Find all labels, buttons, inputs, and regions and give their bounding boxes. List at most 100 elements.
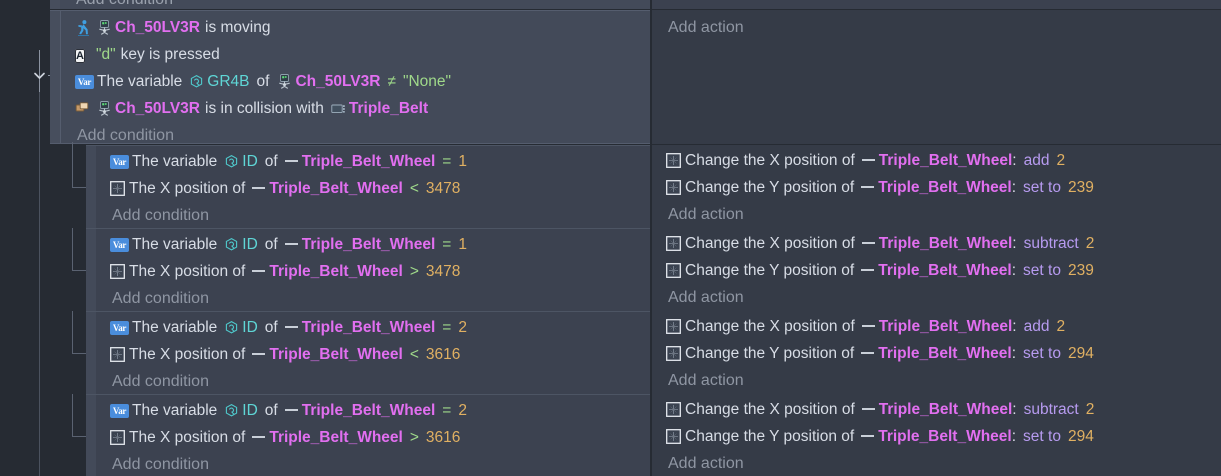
object-dash-icon: [252, 270, 266, 272]
action-row[interactable]: Change the X position of Triple_Belt_Whee…: [652, 396, 1221, 423]
object-dash-icon: [252, 436, 266, 438]
clipped-action-column: [652, 0, 1221, 9]
condition-row[interactable]: Var The variable ID of Triple_Belt_Wheel = 1: [96, 148, 650, 175]
add-action-button[interactable]: Add action: [668, 18, 744, 36]
column-separator: [650, 145, 652, 228]
add-action-button[interactable]: Add action: [668, 205, 744, 223]
variable-hex-icon: [224, 403, 239, 418]
condition-row[interactable]: The X position of Triple_Belt_Wheel >3616: [96, 424, 650, 451]
sub-event-gutter[interactable]: [86, 311, 96, 394]
add-condition-button[interactable]: Add condition: [112, 206, 209, 224]
sub-event-gutter[interactable]: [86, 394, 96, 476]
action-row[interactable]: Change the Y position of Triple_Belt_Whee…: [652, 174, 1221, 201]
condition-key-literal: "d": [96, 45, 116, 63]
variable-badge-icon: Var: [110, 403, 129, 418]
condition-object-name: Triple_Belt_Wheel: [269, 262, 403, 280]
condition-object-name: Triple_Belt_Wheel: [301, 152, 436, 170]
object-dash-icon: [861, 435, 875, 437]
add-action-button[interactable]: Add action: [668, 454, 744, 472]
condition-row[interactable]: The X position of Triple_Belt_Wheel <3478: [96, 175, 650, 202]
position-grid-icon: [666, 153, 681, 168]
add-action-button[interactable]: Add action: [668, 288, 744, 306]
tree-connector-vertical: [72, 311, 73, 353]
action-verb: subtract: [1023, 234, 1079, 252]
action-colon: :: [1011, 427, 1017, 445]
add-condition-label[interactable]: Add condition: [76, 0, 173, 9]
condition-value: 1: [458, 152, 467, 170]
object-dash-icon: [861, 269, 875, 271]
parent-event-gutter[interactable]: [50, 10, 60, 144]
condition-row[interactable]: Var The variable ID of Triple_Belt_Wheel = 1: [96, 231, 650, 258]
sub-event-gutter[interactable]: [86, 145, 96, 228]
condition-value: 3616: [425, 345, 461, 363]
condition-prefix: The variable: [132, 401, 218, 419]
sub-event-conditions: Var The variable ID of Triple_Belt_Wheel = 1 Th…: [96, 228, 650, 311]
condition-object-name: Ch_50LV3R: [115, 18, 200, 36]
condition-object-name: Triple_Belt_Wheel: [269, 428, 403, 446]
condition-row[interactable]: Var The variable ID of Triple_Belt_Wheel = 2: [96, 397, 650, 424]
action-row[interactable]: Change the X position of Triple_Belt_Whee…: [652, 230, 1221, 257]
action-value: 294: [1067, 427, 1094, 445]
variable-hex-icon: [189, 74, 204, 89]
sub-event-actions: Change the X position of Triple_Belt_Whee…: [652, 145, 1221, 228]
variable-badge-icon: Var: [75, 74, 94, 89]
column-separator: [650, 228, 652, 311]
add-condition-button[interactable]: Add condition: [112, 455, 209, 473]
action-colon: :: [1011, 178, 1017, 196]
condition-middle-word: of: [264, 318, 278, 336]
condition-row[interactable]: Var The variable ID of Triple_Belt_Wheel = 2: [96, 314, 650, 341]
condition-row[interactable]: Ch_50LV3R is moving: [61, 14, 650, 41]
action-row[interactable]: Change the Y position of Triple_Belt_Whee…: [652, 423, 1221, 450]
action-colon: :: [1012, 234, 1017, 252]
position-grid-icon: [110, 430, 125, 445]
condition-operator: =: [442, 401, 452, 419]
action-prefix: Change the X position of: [685, 151, 855, 169]
action-object-name: Triple_Belt_Wheel: [878, 261, 1012, 279]
position-grid-icon: [666, 319, 681, 334]
condition-text: is moving: [205, 18, 271, 36]
add-condition-button[interactable]: Add condition: [77, 126, 174, 144]
condition-row[interactable]: The X position of Triple_Belt_Wheel <3616: [96, 341, 650, 368]
object-dash-icon: [284, 409, 298, 411]
action-row[interactable]: Change the Y position of Triple_Belt_Whee…: [652, 340, 1221, 367]
action-row[interactable]: Change the X position of Triple_Belt_Whee…: [652, 147, 1221, 174]
condition-middle-word: of: [264, 152, 278, 170]
condition-row[interactable]: The X position of Triple_Belt_Wheel >3478: [96, 258, 650, 285]
object-dash-icon: [861, 159, 875, 161]
condition-row[interactable]: Ch_50LV3R is in collision with Triple_Be…: [61, 95, 650, 122]
add-action-button[interactable]: Add action: [668, 371, 744, 389]
condition-value: 3616: [425, 428, 461, 446]
condition-middle-word: of: [264, 235, 278, 253]
sub-event-gutter[interactable]: [86, 228, 96, 311]
condition-object-name: Ch_50LV3R: [115, 99, 200, 117]
condition-operator: =: [442, 235, 452, 253]
collision-icon: [75, 101, 92, 116]
chevron-down-icon[interactable]: [31, 67, 48, 84]
clipped-top-gutter: [50, 0, 60, 9]
condition-prefix: The X position of: [129, 345, 246, 363]
action-object-name: Triple_Belt_Wheel: [878, 317, 1013, 335]
position-grid-icon: [666, 180, 681, 195]
add-condition-button[interactable]: Add condition: [112, 289, 209, 307]
action-row[interactable]: Change the Y position of Triple_Belt_Whee…: [652, 257, 1221, 284]
action-value: 2: [1056, 317, 1066, 335]
sprite-object-icon: [96, 100, 113, 117]
condition-prefix: The variable: [132, 318, 218, 336]
action-colon: :: [1012, 400, 1017, 418]
action-prefix: Change the X position of: [685, 400, 855, 418]
object-dash-icon: [861, 352, 875, 354]
add-condition-button[interactable]: Add condition: [112, 372, 209, 390]
condition-operator: <: [409, 179, 419, 197]
condition-row[interactable]: Var The variable GR4B of: [61, 68, 650, 95]
condition-row[interactable]: A "d" key is pressed: [61, 41, 650, 68]
action-verb: add: [1023, 317, 1050, 335]
action-row[interactable]: Change the X position of Triple_Belt_Whee…: [652, 313, 1221, 340]
variable-hex-icon: [224, 237, 239, 252]
clipped-add-condition-row[interactable]: Add condition: [60, 0, 650, 9]
variable-badge-icon: Var: [110, 237, 129, 252]
position-grid-icon: [666, 346, 681, 361]
object-dash-icon: [252, 353, 266, 355]
object-dash-icon: [252, 187, 266, 189]
variable-hex-icon: [224, 320, 239, 335]
